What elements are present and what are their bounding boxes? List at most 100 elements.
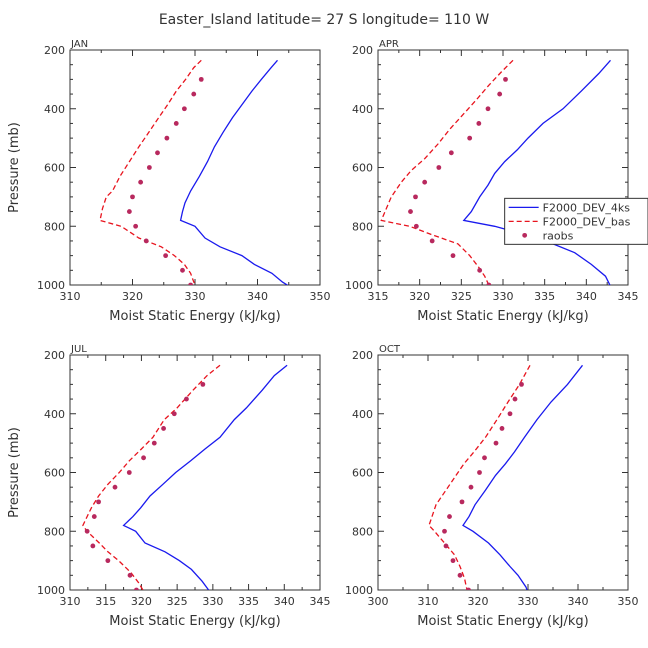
plot-area	[99, 59, 289, 285]
x-axis-label: Moist Static Energy (kJ/kg)	[417, 309, 588, 324]
legend-entry-label: raobs	[543, 229, 574, 242]
raobs-point	[127, 572, 133, 578]
raobs-point	[188, 282, 194, 285]
series-line-base	[82, 364, 221, 590]
x-tick-label: 330	[518, 595, 539, 608]
y-tick-label: 600	[352, 467, 373, 480]
raobs-point	[467, 135, 473, 141]
y-tick-label: 400	[44, 408, 65, 421]
raobs-point	[499, 426, 505, 431]
plot-frame	[69, 49, 321, 286]
raobs-point	[91, 514, 97, 519]
raobs-point	[138, 179, 144, 185]
raobs-point	[448, 150, 454, 156]
raobs-point	[497, 91, 503, 97]
x-tick-label: 335	[534, 290, 555, 303]
raobs-point	[161, 426, 166, 431]
series-line-base	[428, 364, 531, 590]
y-tick-label: 1000	[345, 584, 373, 597]
x-tick-label: 310	[418, 595, 439, 608]
y-tick-label: 200	[352, 349, 373, 362]
raobs-point	[96, 499, 101, 505]
raobs-point	[503, 76, 508, 82]
raobs-point	[493, 440, 499, 446]
x-tick-label: 340	[576, 290, 597, 303]
raobs-point	[130, 194, 135, 200]
raobs-point	[200, 381, 206, 387]
y-tick-label: 200	[352, 44, 373, 57]
plot-area	[82, 364, 288, 590]
x-tick-label: 350	[310, 290, 331, 303]
raobs-point	[181, 106, 187, 112]
raobs-point	[466, 587, 471, 590]
y-tick-label: 800	[44, 220, 65, 233]
raobs-point	[191, 91, 197, 97]
y-tick-label: 200	[44, 44, 65, 57]
raobs-point	[105, 558, 111, 564]
raobs-point	[429, 238, 435, 244]
plot-area	[380, 59, 611, 285]
y-tick-label: 400	[44, 103, 65, 116]
raobs-point	[171, 411, 177, 417]
panel-title: APR	[379, 39, 399, 50]
y-tick-label: 1000	[37, 279, 65, 292]
raobs-point	[164, 135, 170, 141]
x-tick-label: 300	[368, 595, 389, 608]
x-tick-label: 315	[95, 595, 116, 608]
plot-frame	[377, 354, 629, 591]
x-tick-label: 345	[310, 595, 331, 608]
raobs-point	[173, 121, 179, 126]
raobs-point	[184, 396, 189, 402]
x-tick-label: 320	[409, 290, 430, 303]
raobs-point	[450, 253, 456, 259]
raobs-point	[133, 223, 139, 229]
y-tick-label: 800	[352, 525, 373, 538]
y-tick-label: 600	[44, 467, 65, 480]
x-tick-label: 335	[238, 595, 259, 608]
raobs-point	[519, 381, 524, 387]
raobs-point	[436, 165, 442, 170]
raobs-point	[468, 484, 474, 490]
panel-title: JUL	[70, 344, 87, 355]
raobs-point	[198, 76, 204, 82]
raobs-point	[151, 440, 157, 446]
panel-jul: 310 315 320 325 330 335 340 345 200 400 600 800 1000…	[7, 344, 331, 629]
raobs-point	[112, 484, 118, 490]
raobs-point	[459, 499, 465, 505]
raobs-point	[90, 543, 96, 549]
x-axis-label: Moist Static Energy (kJ/kg)	[417, 614, 588, 629]
x-tick-label: 330	[202, 595, 223, 608]
x-tick-label: 330	[185, 290, 206, 303]
raobs-point	[413, 223, 419, 229]
series-line-base	[99, 59, 202, 285]
x-tick-label: 315	[368, 290, 389, 303]
raobs-point	[485, 106, 491, 112]
y-tick-label: 400	[352, 103, 373, 116]
x-tick-label: 310	[60, 595, 81, 608]
raobs-point	[180, 267, 185, 273]
series-line-4ks	[462, 364, 584, 590]
y-tick-label: 1000	[345, 279, 373, 292]
x-tick-label: 310	[60, 290, 81, 303]
x-tick-label: 320	[468, 595, 489, 608]
x-tick-label: 330	[493, 290, 514, 303]
y-tick-label: 1000	[37, 584, 65, 597]
raobs-point	[447, 514, 452, 519]
raobs-point	[126, 209, 132, 214]
x-tick-label: 340	[568, 595, 589, 608]
y-tick-label: 400	[352, 408, 373, 421]
x-axis-label: Moist Static Energy (kJ/kg)	[109, 614, 280, 629]
raobs-point	[84, 528, 90, 534]
y-tick-label: 600	[44, 162, 65, 175]
panel-apr: 315 320 325 330 335 340 345 200 400 600 800 1000 APR…	[345, 39, 648, 324]
raobs-point	[422, 179, 428, 185]
raobs-point	[507, 411, 513, 417]
raobs-point	[413, 194, 418, 200]
raobs-point	[486, 282, 492, 285]
raobs-point	[450, 558, 456, 564]
figure-title: Easter_Island latitude= 27 S longitude= …	[159, 12, 489, 28]
series-line-4ks	[462, 59, 611, 285]
x-tick-label: 325	[167, 595, 188, 608]
